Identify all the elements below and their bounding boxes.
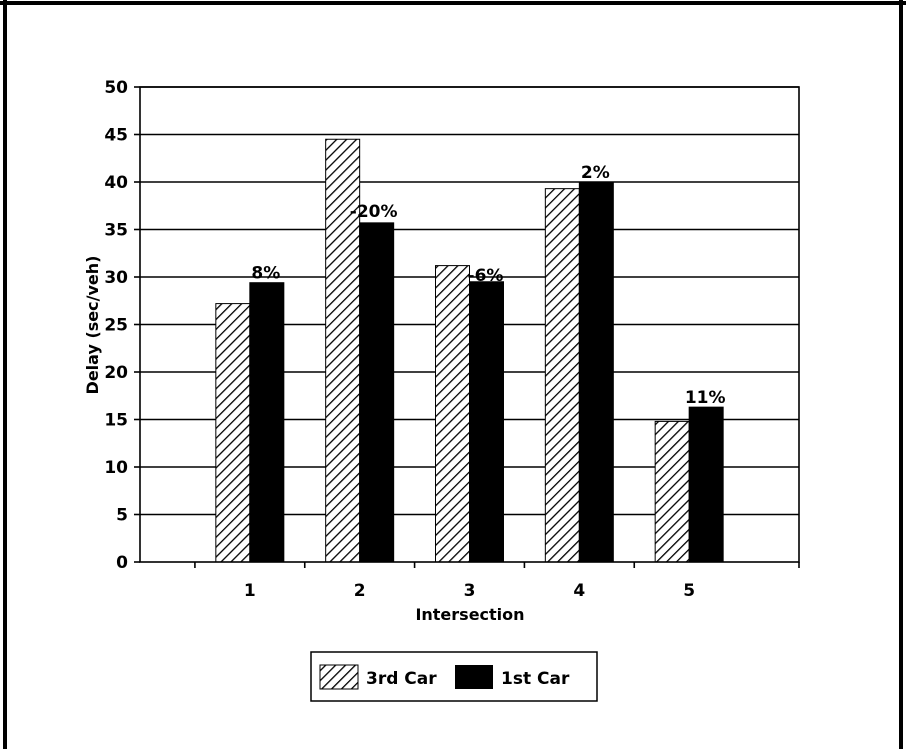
bar-3rd-car-1	[216, 304, 250, 562]
bar-3rd-car-5	[655, 421, 689, 562]
y-tick-labels: 0 5 10 15 20 25 30 35 40 45 50	[104, 78, 128, 573]
data-label: 2%	[581, 163, 610, 183]
y-tick-label: 40	[104, 173, 128, 193]
y-tick-label: 10	[104, 458, 128, 478]
data-label: -6%	[468, 266, 504, 286]
y-tick-label: 0	[116, 553, 128, 573]
x-tick-label: 2	[354, 581, 366, 601]
y-tick-label: 45	[104, 126, 128, 146]
data-label: -20%	[350, 202, 398, 222]
x-tick-labels: 1 2 3 4 5	[244, 581, 695, 601]
y-tick-label: 50	[104, 78, 128, 98]
bar-3rd-car-3	[436, 266, 470, 562]
y-tick-label: 15	[104, 411, 128, 431]
bar-1st-car-4	[579, 182, 613, 562]
data-label: 8%	[251, 264, 280, 284]
y-tick-label: 5	[116, 506, 128, 526]
legend: 3rd Car 1st Car	[311, 652, 597, 701]
y-tick-label: 35	[104, 221, 128, 241]
bar-1st-car-1	[250, 283, 284, 562]
bar-1st-car-3	[470, 282, 504, 562]
y-tick-label: 25	[104, 316, 128, 336]
legend-label-3rd-car: 3rd Car	[366, 669, 437, 689]
y-axis-title: Delay (sec/veh)	[83, 256, 102, 395]
legend-label-1st-car: 1st Car	[501, 669, 570, 689]
x-tick-label: 5	[683, 581, 695, 601]
y-tick-label: 20	[104, 363, 128, 383]
legend-swatch-1st-car	[455, 665, 493, 689]
x-tick-label: 3	[464, 581, 476, 601]
bar-1st-car-5	[689, 407, 723, 562]
legend-swatch-3rd-car	[320, 665, 358, 689]
bar-3rd-car-4	[545, 189, 579, 562]
x-axis-title: Intersection	[415, 605, 524, 624]
y-tick-label: 30	[104, 268, 128, 288]
bars	[216, 139, 723, 562]
x-tick-label: 1	[244, 581, 256, 601]
x-tick-label: 4	[573, 581, 585, 601]
bar-1st-car-2	[360, 223, 394, 562]
data-label: 11%	[685, 388, 726, 408]
